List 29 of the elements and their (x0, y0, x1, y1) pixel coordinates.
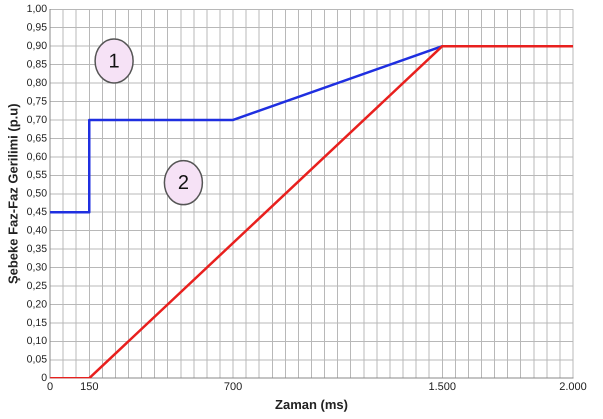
y-tick-label: 0,50 (26, 188, 48, 200)
y-tick-label: 0 (41, 372, 48, 384)
y-tick-label: 0,75 (26, 95, 48, 108)
y-tick-label: 0,85 (26, 58, 48, 71)
y-tick-label: 0,40 (26, 224, 48, 237)
y-tick-label: 0,25 (26, 280, 48, 292)
x-tick-label: 1.500 (428, 380, 456, 393)
y-tick-label: 0,05 (26, 354, 48, 366)
y-tick-label: 0,20 (26, 298, 48, 310)
y-tick-label: 0,90 (26, 40, 48, 52)
y-tick-label: 0,80 (26, 76, 48, 89)
y-tick-label: 0,55 (26, 169, 48, 182)
y-tick-label: 0,15 (26, 316, 48, 329)
y-tick-label: 0,10 (26, 335, 48, 348)
y-tick-label: 0,30 (26, 261, 48, 274)
annotation: 2 (178, 172, 189, 194)
x-axis-title: Zaman (ms) (275, 396, 348, 412)
x-tick-label: 700 (224, 380, 242, 393)
x-tick-label: 2.000 (559, 380, 587, 393)
y-tick-label: 0,95 (26, 22, 48, 34)
y-tick-label: 0,45 (26, 206, 48, 218)
y-tick-label: 0,35 (26, 242, 48, 255)
y-axis-title: Şebeke Faz-Faz Gerilimi (p.u) (5, 103, 20, 284)
y-tick-label: 1,00 (26, 3, 48, 16)
y-tick-label: 0,65 (26, 132, 48, 144)
x-tick-label: 150 (80, 380, 98, 393)
annotation: 1 (108, 50, 120, 72)
y-tick-label: 0,70 (26, 114, 48, 126)
y-tick-label: 0,60 (26, 150, 48, 163)
